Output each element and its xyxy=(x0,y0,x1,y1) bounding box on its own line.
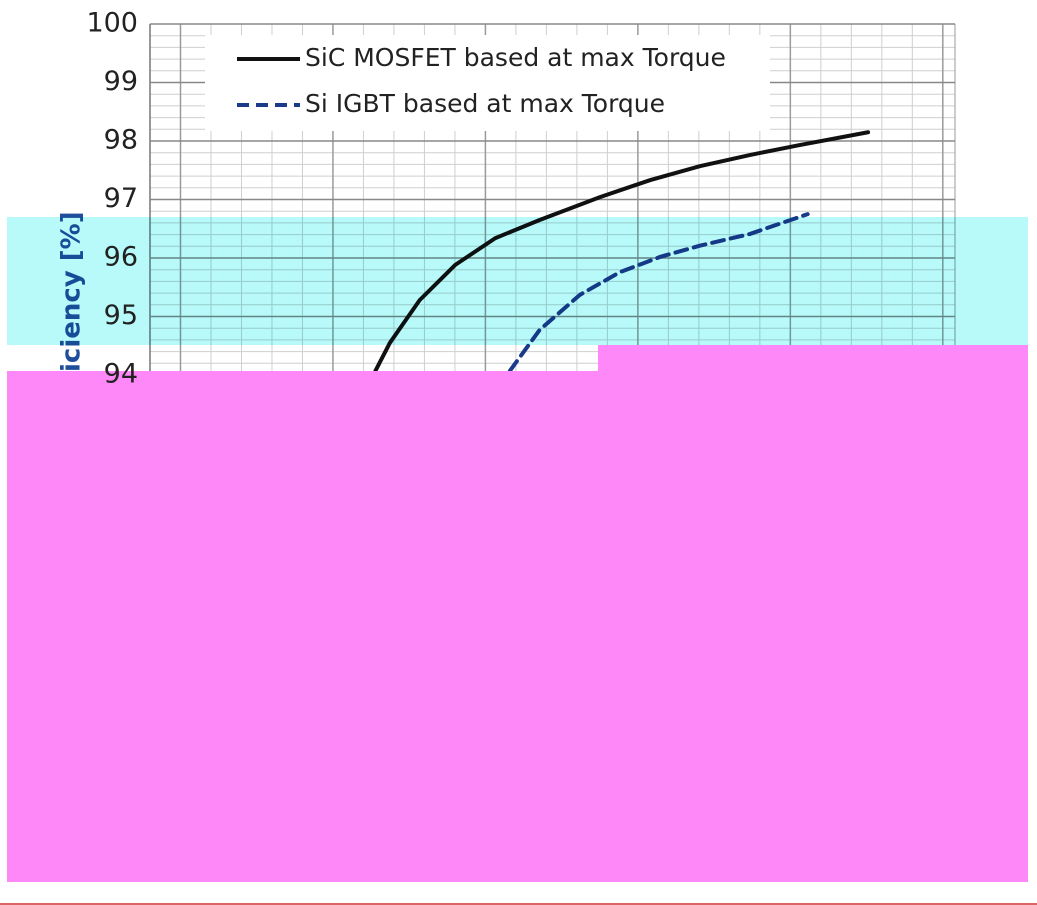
legend-label: SiC MOSFET based at max Torque xyxy=(305,43,726,72)
y-tick-label: 97 xyxy=(104,183,138,214)
redaction-magenta xyxy=(7,371,1028,882)
y-tick-label: 94 xyxy=(104,359,138,390)
redaction-cyan xyxy=(7,217,1028,345)
y-tick-label: 99 xyxy=(104,66,138,97)
y-tick-label: 98 xyxy=(104,125,138,156)
y-tick-label: 95 xyxy=(104,300,138,331)
legend-box xyxy=(205,35,770,131)
redaction-magenta xyxy=(598,345,1028,372)
legend: SiC MOSFET based at max Torque Si IGBT ba… xyxy=(205,35,770,131)
legend-label: Si IGBT based at max Torque xyxy=(305,89,665,118)
y-tick-label: 96 xyxy=(104,242,138,273)
y-tick-label: 100 xyxy=(86,8,138,39)
